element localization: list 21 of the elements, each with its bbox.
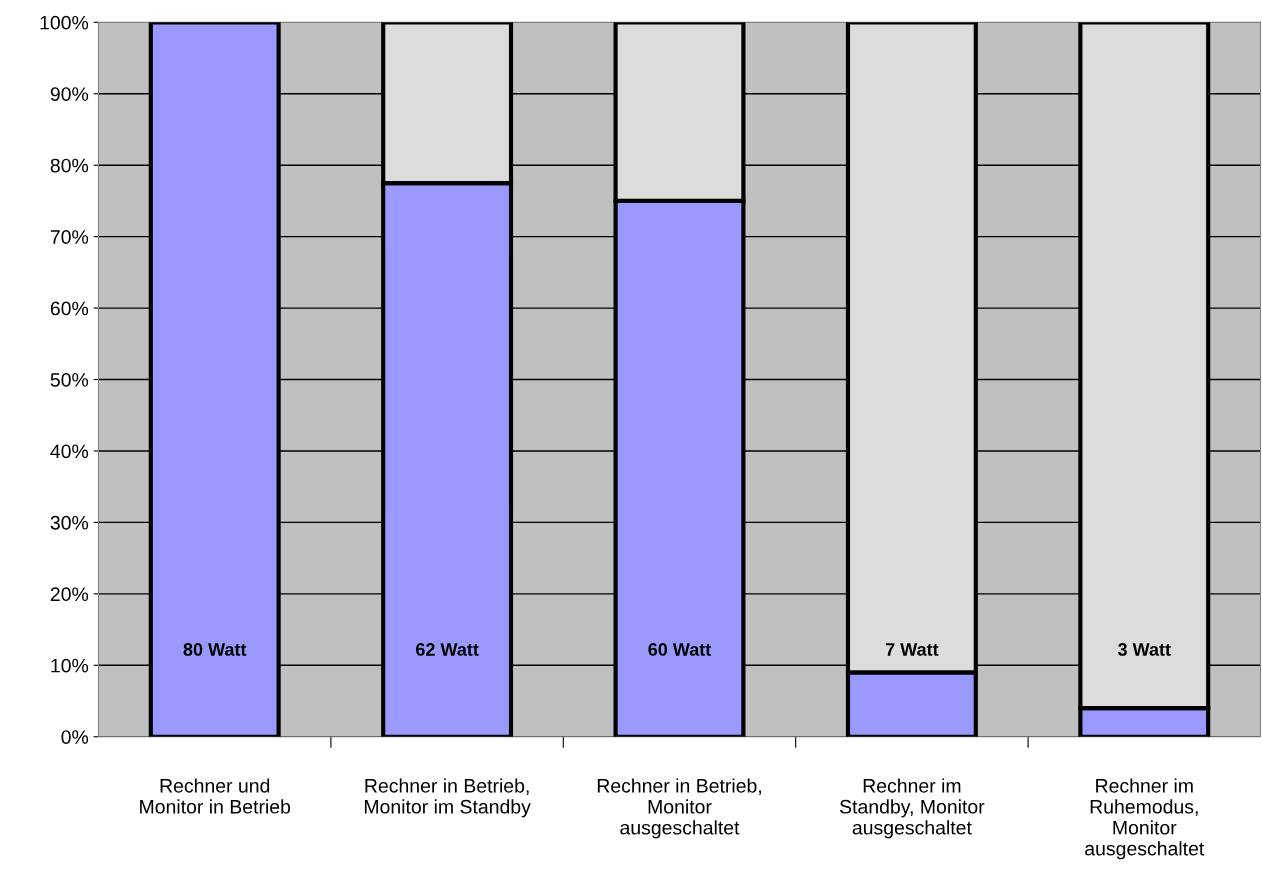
y-tick-label: 40%: [50, 444, 89, 459]
x-tick-label: Rechner in Betrieb, Monitor ausgeschaltet: [597, 778, 761, 839]
x-tick-label: Rechner im Ruhemodus, Monitor ausgeschaltet: [1085, 778, 1205, 860]
y-tick-label: 90%: [50, 87, 89, 101]
x-tick-label: Rechner und Monitor in Betrieb: [140, 778, 291, 814]
annotation: 80 Watt: [183, 643, 247, 656]
annotation: 60 Watt: [648, 643, 712, 656]
x-tick-label: Rechner im Standby, Monitor ausgeschaltet: [840, 778, 985, 839]
y-tick-label: 70%: [50, 230, 89, 244]
y-tick-label: 20%: [50, 587, 89, 602]
y-tick-label: 0%: [61, 730, 89, 744]
y-tick-label: 10%: [51, 658, 89, 673]
annotation: 7 Watt: [885, 643, 939, 656]
annotation: 62 Watt: [416, 643, 479, 656]
annotation: 3 Watt: [1117, 643, 1171, 656]
y-tick-label: 60%: [50, 301, 89, 316]
y-tick-label: 30%: [50, 515, 89, 530]
y-tick-label: 80%: [50, 158, 89, 173]
y-tick-label: 50%: [50, 372, 89, 387]
y-tick-label: 100%: [40, 15, 89, 30]
x-tick-label: Rechner in Betrieb, Monitor im Standby: [364, 778, 531, 818]
